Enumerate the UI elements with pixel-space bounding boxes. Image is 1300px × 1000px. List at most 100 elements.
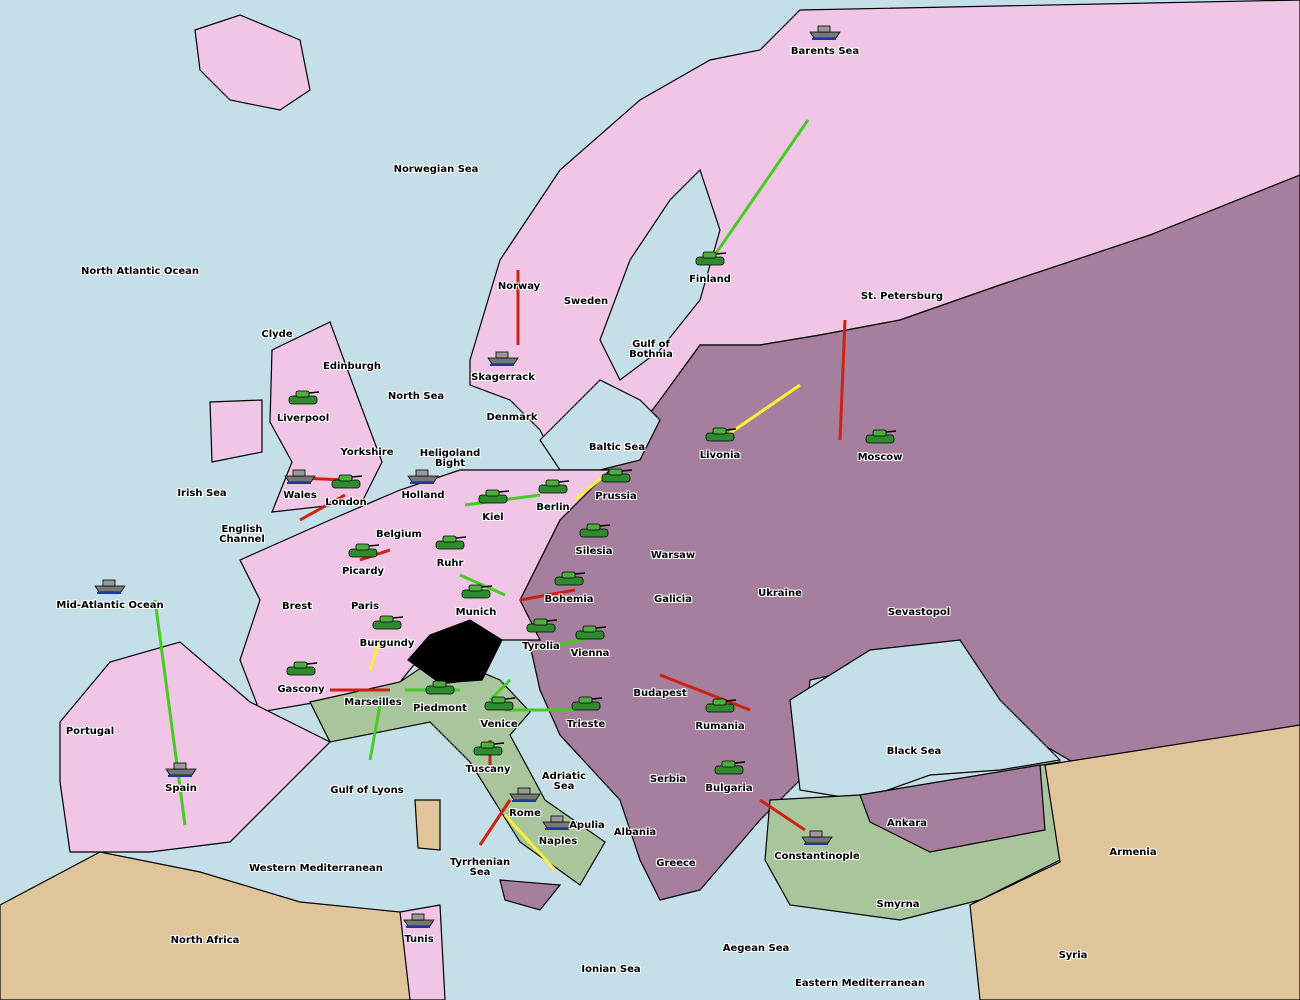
province-label[interactable]: Denmark bbox=[486, 412, 538, 423]
army-tank-icon[interactable] bbox=[575, 625, 607, 640]
province-label[interactable]: Rome bbox=[509, 808, 541, 819]
army-tank-icon[interactable] bbox=[705, 698, 737, 713]
province-label[interactable]: St. Petersburg bbox=[860, 291, 944, 302]
province-label[interactable]: Barents Sea bbox=[790, 46, 860, 57]
province-label[interactable]: Naples bbox=[538, 836, 578, 847]
province-label[interactable]: Brest bbox=[281, 601, 313, 612]
province-label[interactable]: Skagerrack bbox=[471, 372, 535, 383]
province-label[interactable]: Albania bbox=[613, 827, 657, 838]
province-label[interactable]: Greece bbox=[656, 858, 696, 869]
province-label[interactable]: Gulf of Bothnia bbox=[629, 339, 673, 360]
fleet-ship-icon[interactable] bbox=[94, 579, 126, 594]
province-label[interactable]: Yorkshire bbox=[340, 447, 394, 458]
army-tank-icon[interactable] bbox=[478, 489, 510, 504]
province-label[interactable]: Sevastopol bbox=[887, 607, 951, 618]
province-label[interactable]: Liverpool bbox=[276, 413, 330, 424]
province-label[interactable]: Piedmont bbox=[413, 703, 467, 714]
province-label[interactable]: Vienna bbox=[570, 648, 610, 659]
province-label[interactable]: Spain bbox=[165, 783, 197, 794]
province-label[interactable]: English Channel bbox=[219, 524, 265, 545]
army-tank-icon[interactable] bbox=[484, 696, 516, 711]
army-tank-icon[interactable] bbox=[286, 661, 318, 676]
province-label[interactable]: Silesia bbox=[575, 546, 613, 557]
province-label[interactable]: Rumania bbox=[695, 721, 745, 732]
province-label[interactable]: Aegean Sea bbox=[722, 943, 790, 954]
province-label[interactable]: North Sea bbox=[387, 391, 445, 402]
fleet-ship-icon[interactable] bbox=[509, 787, 541, 802]
province-label[interactable]: Armenia bbox=[1109, 847, 1157, 858]
province-label[interactable]: Irish Sea bbox=[177, 488, 227, 499]
fleet-ship-icon[interactable] bbox=[801, 830, 833, 845]
army-tank-icon[interactable] bbox=[601, 468, 633, 483]
province-label[interactable]: Ionian Sea bbox=[581, 964, 641, 975]
army-tank-icon[interactable] bbox=[348, 543, 380, 558]
army-tank-icon[interactable] bbox=[372, 615, 404, 630]
province-label[interactable]: Burgundy bbox=[359, 638, 415, 649]
army-tank-icon[interactable] bbox=[331, 474, 363, 489]
province-label[interactable]: Western Mediterranean bbox=[249, 863, 383, 874]
fleet-ship-icon[interactable] bbox=[407, 469, 439, 484]
province-label[interactable]: Marseilles bbox=[344, 697, 402, 708]
army-tank-icon[interactable] bbox=[425, 680, 457, 695]
army-tank-icon[interactable] bbox=[554, 571, 586, 586]
province-label[interactable]: Prussia bbox=[595, 491, 637, 502]
province-label[interactable]: Ruhr bbox=[436, 558, 464, 569]
province-label[interactable]: Sweden bbox=[563, 296, 609, 307]
fleet-ship-icon[interactable] bbox=[542, 815, 574, 830]
province-label[interactable]: Tyrolia bbox=[522, 641, 560, 652]
province-label[interactable]: Tuscany bbox=[465, 764, 511, 775]
province-label[interactable]: Apulia bbox=[569, 820, 605, 831]
province-label[interactable]: Munich bbox=[455, 607, 497, 618]
army-tank-icon[interactable] bbox=[526, 618, 558, 633]
fleet-ship-icon[interactable] bbox=[487, 351, 519, 366]
province-label[interactable]: Clyde bbox=[261, 329, 293, 340]
province-label[interactable]: Holland bbox=[401, 490, 445, 501]
fleet-ship-icon[interactable] bbox=[284, 469, 316, 484]
province-label[interactable]: Bohemia bbox=[544, 594, 594, 605]
province-label[interactable]: Belgium bbox=[376, 529, 422, 540]
army-tank-icon[interactable] bbox=[473, 741, 505, 756]
fleet-ship-icon[interactable] bbox=[403, 913, 435, 928]
province-label[interactable]: Smyrna bbox=[876, 899, 920, 910]
province-label[interactable]: Baltic Sea bbox=[588, 442, 646, 453]
army-tank-icon[interactable] bbox=[461, 584, 493, 599]
fleet-ship-icon[interactable] bbox=[165, 762, 197, 777]
province-label[interactable]: North Atlantic Ocean bbox=[80, 266, 200, 277]
province-label[interactable]: Budapest bbox=[633, 688, 687, 699]
province-label[interactable]: Edinburgh bbox=[322, 361, 382, 372]
army-tank-icon[interactable] bbox=[538, 479, 570, 494]
army-tank-icon[interactable] bbox=[695, 251, 727, 266]
province-label[interactable]: Finland bbox=[689, 274, 731, 285]
army-tank-icon[interactable] bbox=[288, 390, 320, 405]
province-label[interactable]: Ukraine bbox=[758, 588, 802, 599]
province-label[interactable]: Adriatic Sea bbox=[541, 771, 587, 792]
army-tank-icon[interactable] bbox=[705, 427, 737, 442]
province-label[interactable]: Trieste bbox=[566, 719, 606, 730]
army-tank-icon[interactable] bbox=[865, 429, 897, 444]
province-label[interactable]: Ankara bbox=[887, 818, 927, 829]
province-label[interactable]: Heligoland Bight bbox=[419, 448, 481, 469]
province-label[interactable]: North Africa bbox=[170, 935, 240, 946]
province-label[interactable]: Picardy bbox=[341, 566, 385, 577]
province-label[interactable]: Warsaw bbox=[650, 550, 696, 561]
province-label[interactable]: Serbia bbox=[649, 774, 687, 785]
province-label[interactable]: Mid-Atlantic Ocean bbox=[56, 600, 164, 611]
province-label[interactable]: Livonia bbox=[699, 450, 741, 461]
province-label[interactable]: Berlin bbox=[536, 502, 570, 513]
army-tank-icon[interactable] bbox=[579, 523, 611, 538]
province-label[interactable]: London bbox=[325, 497, 367, 508]
province-label[interactable]: Portugal bbox=[65, 726, 115, 737]
province-label[interactable]: Venice bbox=[480, 719, 518, 730]
fleet-ship-icon[interactable] bbox=[809, 25, 841, 40]
army-tank-icon[interactable] bbox=[435, 535, 467, 550]
province-label[interactable]: Gulf of Lyons bbox=[330, 785, 404, 796]
province-label[interactable]: Eastern Mediterranean bbox=[795, 978, 925, 989]
province-label[interactable]: Paris bbox=[350, 601, 380, 612]
province-label[interactable]: Bulgaria bbox=[705, 783, 753, 794]
province-label[interactable]: Black Sea bbox=[886, 746, 942, 757]
province-label[interactable]: Tunis bbox=[404, 934, 434, 945]
province-label[interactable]: Gascony bbox=[277, 684, 325, 695]
province-label[interactable]: Moscow bbox=[857, 452, 903, 463]
province-label[interactable]: Tyrrhenian Sea bbox=[449, 857, 511, 878]
